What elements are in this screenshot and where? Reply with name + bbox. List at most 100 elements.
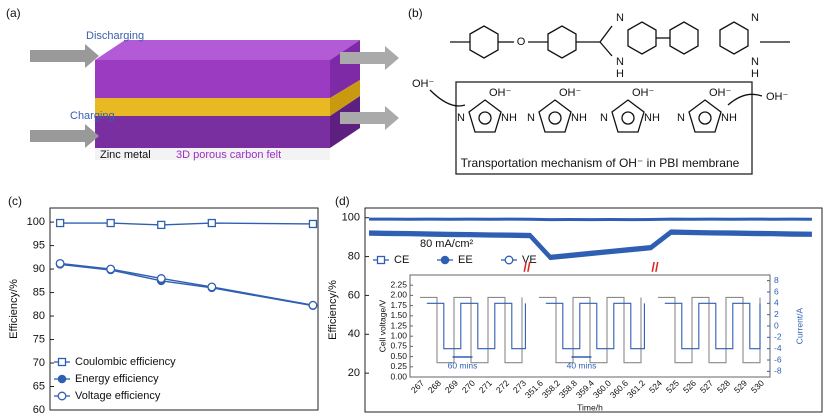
y-tick-label: 70	[33, 357, 45, 369]
y2-tick-label: -6	[774, 354, 782, 364]
x-tick-label: 269	[443, 378, 460, 395]
x-tick-label: 530	[749, 378, 766, 395]
marker	[106, 264, 116, 274]
atom: N	[457, 112, 465, 124]
y2-tick-label: 6	[774, 286, 779, 296]
y2-tick-label: 0	[774, 320, 779, 330]
y-tick-label: 1.50	[390, 310, 407, 320]
note: 60 mins	[448, 360, 478, 370]
note: 40 mins	[567, 360, 597, 370]
marker	[57, 391, 67, 401]
x-tick-label: 360.0	[591, 378, 613, 400]
atom: N	[677, 112, 685, 124]
marker	[157, 220, 166, 230]
y-axis-label: Efficiency/%	[8, 279, 20, 339]
ring	[468, 99, 502, 133]
membrane	[95, 98, 330, 116]
atom: NH	[571, 112, 587, 124]
plot-frame	[364, 207, 823, 413]
x-tick-label: 359.4	[574, 378, 596, 400]
y-axis-label: Efficiency/%	[327, 280, 339, 340]
y-tick-label: 85	[33, 286, 45, 298]
bond	[599, 41, 613, 57]
legend-label: CE	[394, 254, 409, 266]
x-tick-label: 270	[460, 378, 477, 395]
atom: NH	[644, 112, 660, 124]
charge-label: Charging	[70, 110, 115, 122]
atom: NH	[501, 112, 517, 124]
marker	[106, 218, 115, 228]
y-tick-label: 2.25	[390, 279, 407, 289]
mechanism-box	[455, 81, 753, 175]
charge	[548, 111, 562, 125]
y-tick-label: 40	[348, 328, 360, 340]
hydroxide: OH⁻	[766, 91, 789, 103]
y-tick-label: 65	[33, 380, 45, 392]
hydroxide: OH⁻	[489, 87, 512, 99]
marker	[207, 218, 216, 228]
felt-bottom	[95, 116, 330, 148]
arrow	[340, 106, 399, 130]
battery-illustration: (a) Discharging Charging Zinc metal 3D p…	[6, 6, 399, 161]
marker	[156, 274, 166, 283]
marker	[55, 258, 65, 268]
atom: N	[527, 112, 535, 124]
x-tick-label: 351.6	[523, 378, 545, 400]
plot-frame	[49, 207, 319, 411]
discharge-label: Discharging	[86, 30, 144, 42]
charge	[621, 111, 635, 125]
hydroxide: OH⁻	[709, 87, 732, 99]
arrow	[340, 46, 399, 70]
marker	[308, 219, 318, 229]
arrow	[727, 93, 763, 106]
y2-axis-label: Current/A	[794, 307, 804, 344]
marker	[55, 218, 65, 228]
ring	[669, 21, 699, 55]
y2-tick-label: -2	[774, 332, 782, 342]
ring	[538, 99, 572, 133]
x-tick-label: 358.2	[540, 378, 562, 400]
x-tick-label: 525	[664, 378, 681, 395]
axis-break: //	[523, 259, 531, 274]
ring	[611, 99, 645, 133]
x-tick-label: 527	[698, 378, 715, 395]
series-line	[60, 222, 313, 226]
arrow	[30, 124, 99, 148]
y-tick-label: 90	[33, 263, 45, 275]
x-tick-label: 358.8	[557, 378, 579, 400]
arrow	[429, 89, 466, 107]
mechanism-caption: Transportation mechanism of OH⁻ in PBI m…	[461, 156, 740, 170]
y2-tick-label: 8	[774, 275, 779, 285]
panel-label: (b)	[408, 6, 423, 20]
felt-top	[95, 40, 360, 60]
y-tick-label: 100	[342, 212, 360, 224]
arrow	[30, 44, 99, 68]
atom: N	[751, 12, 759, 24]
annotation: 80 mA/cm²	[420, 238, 474, 250]
series-line	[60, 263, 314, 307]
atom: N	[600, 112, 608, 124]
y-tick-label: 60	[33, 404, 45, 416]
axis-break: //	[651, 259, 659, 274]
series-line	[369, 217, 812, 222]
cathode-label: 3D porous carbon felt	[176, 149, 281, 161]
y-tick-label: 100	[27, 216, 45, 228]
hydroxide: OH⁻	[412, 78, 435, 90]
legend-label: Coulombic efficiency	[75, 356, 176, 368]
y-tick-label: 0.00	[390, 371, 407, 381]
legend-label: EE	[458, 254, 473, 266]
marker	[57, 374, 67, 384]
anode-label: Zinc metal	[100, 149, 151, 161]
x-tick-label: 526	[681, 378, 698, 395]
y-tick-label: 0.25	[390, 361, 407, 371]
hydroxide: OH⁻	[632, 87, 655, 99]
x-tick-label: 272	[494, 378, 511, 395]
y-tick-label: 1.00	[390, 330, 407, 340]
y-tick-label: 80	[348, 250, 360, 262]
membrane-side	[330, 80, 360, 116]
inset: 0.000.250.500.751.001.251.501.752.002.25…	[377, 274, 804, 412]
panel-label: (c)	[8, 194, 22, 208]
atom: N	[616, 12, 624, 24]
marker	[504, 255, 514, 265]
